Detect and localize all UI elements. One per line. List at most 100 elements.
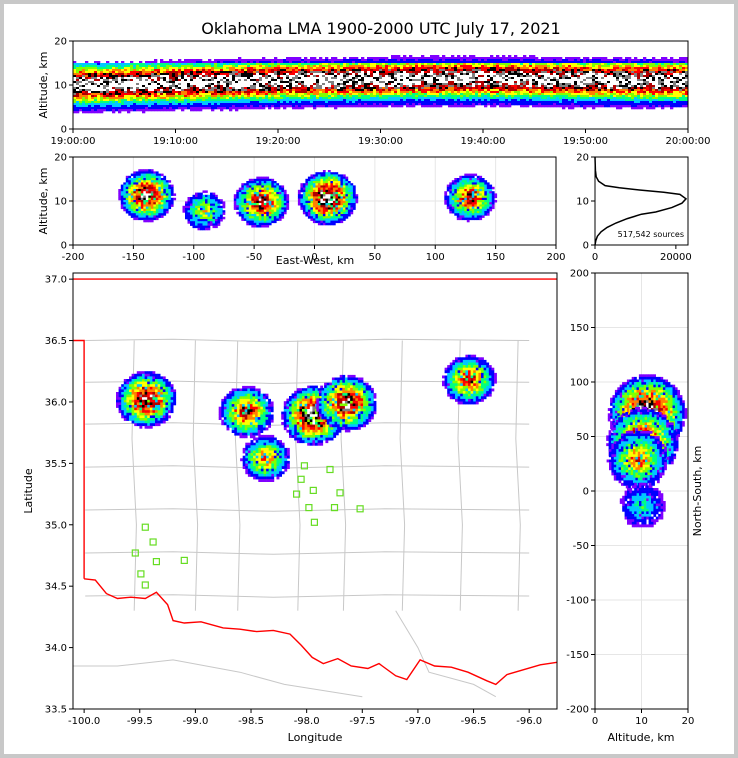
density-cell bbox=[130, 85, 134, 88]
density-cell bbox=[250, 99, 254, 102]
density-cell bbox=[664, 65, 668, 68]
density-cell bbox=[112, 101, 116, 104]
density-cell bbox=[442, 55, 446, 58]
density-cell bbox=[439, 73, 443, 76]
density-cell bbox=[340, 63, 344, 66]
density-cell bbox=[196, 71, 200, 74]
density-cell bbox=[313, 69, 317, 72]
density-cell bbox=[457, 67, 461, 70]
density-cell bbox=[376, 75, 380, 78]
density-cell bbox=[487, 93, 491, 96]
density-cell bbox=[430, 69, 434, 72]
density-cell bbox=[145, 69, 149, 72]
density-cell bbox=[385, 61, 389, 64]
density-cell bbox=[538, 87, 542, 90]
density-cell bbox=[388, 59, 392, 62]
density-cell bbox=[505, 87, 509, 90]
density-cell bbox=[664, 83, 668, 86]
density-cell bbox=[475, 69, 479, 72]
density-cell bbox=[328, 79, 332, 82]
density-cell bbox=[265, 93, 269, 96]
density-cell bbox=[616, 71, 620, 74]
density-cell bbox=[508, 57, 512, 60]
density-cell bbox=[421, 85, 425, 88]
density-cell bbox=[229, 107, 233, 110]
density-cell bbox=[412, 67, 416, 70]
density-cell bbox=[325, 71, 329, 74]
density-cell bbox=[319, 59, 323, 62]
density-cell bbox=[391, 99, 395, 102]
density-cell bbox=[385, 93, 389, 96]
density-cell bbox=[274, 57, 278, 60]
density-cell bbox=[358, 69, 362, 72]
density-cell bbox=[631, 85, 635, 88]
density-cell bbox=[235, 59, 239, 62]
density-cell bbox=[358, 95, 362, 98]
density-cell bbox=[466, 67, 470, 70]
density-cell bbox=[361, 105, 365, 108]
density-cell bbox=[298, 87, 302, 90]
density-cell bbox=[229, 59, 233, 62]
density-cell bbox=[496, 77, 500, 80]
density-cell bbox=[76, 109, 80, 112]
density-cell bbox=[625, 83, 629, 86]
density-cell bbox=[244, 107, 248, 110]
density-cell bbox=[349, 93, 353, 96]
density-cell bbox=[412, 59, 416, 62]
density-cell bbox=[580, 63, 584, 66]
density-cell bbox=[265, 67, 269, 70]
density-cell bbox=[634, 103, 638, 106]
density-cell bbox=[196, 91, 200, 94]
density-cell bbox=[370, 69, 374, 72]
density-cell bbox=[406, 103, 410, 106]
density-cell bbox=[427, 101, 431, 104]
density-cell bbox=[412, 71, 416, 74]
density-cell bbox=[73, 105, 77, 108]
density-cell bbox=[373, 71, 377, 74]
density-cell bbox=[613, 63, 617, 66]
density-cell bbox=[490, 71, 494, 74]
density-cell bbox=[355, 87, 359, 90]
density-cell bbox=[88, 65, 92, 68]
density-cell bbox=[439, 75, 443, 78]
density-cell bbox=[172, 65, 176, 68]
density-cell bbox=[310, 61, 314, 64]
density-cell bbox=[235, 89, 239, 92]
density-cell bbox=[286, 59, 290, 62]
density-cell bbox=[631, 75, 635, 78]
density-cell bbox=[631, 77, 635, 80]
density-cell bbox=[424, 63, 428, 66]
density-cell bbox=[334, 107, 338, 110]
density-cell bbox=[352, 89, 356, 92]
density-cell bbox=[115, 101, 119, 104]
density-cell bbox=[463, 93, 467, 96]
density-cell bbox=[145, 99, 149, 102]
density-cell bbox=[262, 97, 266, 100]
density-cell bbox=[352, 79, 356, 82]
density-cell bbox=[472, 77, 476, 80]
density-cell bbox=[241, 107, 245, 110]
density-cell bbox=[274, 71, 278, 74]
density-cell bbox=[475, 75, 479, 78]
density-cell bbox=[418, 91, 422, 94]
density-cell bbox=[376, 69, 380, 72]
density-cell bbox=[589, 59, 593, 62]
density-cell bbox=[142, 103, 146, 106]
density-cell bbox=[130, 103, 134, 106]
density-cell bbox=[238, 105, 242, 108]
density-cell bbox=[196, 95, 200, 98]
density-cell bbox=[367, 85, 371, 88]
density-cell bbox=[346, 95, 350, 98]
density-cell bbox=[94, 109, 98, 112]
density-cell bbox=[106, 109, 110, 112]
density-cell bbox=[133, 89, 137, 92]
density-cell bbox=[430, 71, 434, 74]
density-cell bbox=[625, 91, 629, 94]
density-cell bbox=[88, 81, 92, 84]
density-cell bbox=[649, 103, 653, 106]
density-cell bbox=[571, 77, 575, 80]
density-cell bbox=[553, 83, 557, 86]
density-cell bbox=[181, 101, 185, 104]
density-cell bbox=[229, 71, 233, 74]
density-cell bbox=[556, 105, 560, 108]
